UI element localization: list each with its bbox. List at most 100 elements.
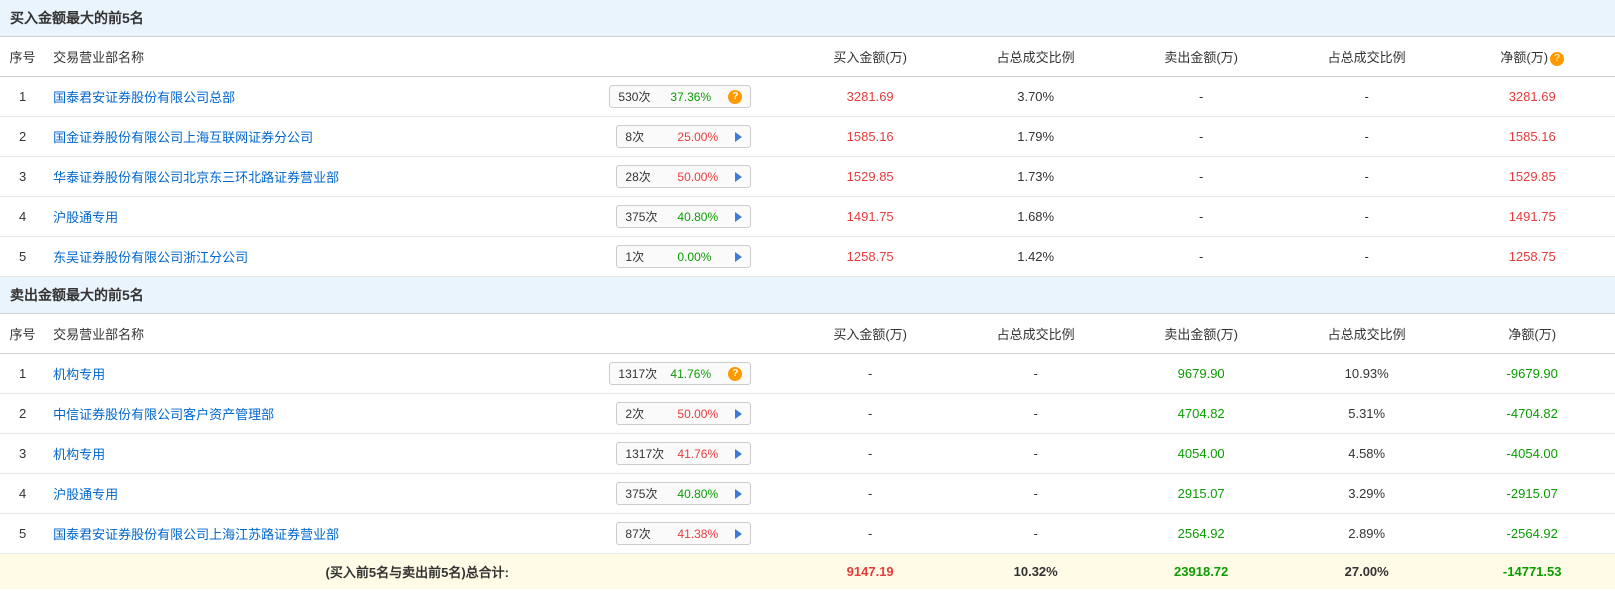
cell-buy: 1258.75 [787,237,953,277]
cell-net: 1491.75 [1449,197,1615,237]
stat-pct: 40.80% [677,210,725,224]
broker-link[interactable]: 国泰君安证券股份有限公司总部 [53,87,235,106]
play-arrow-icon [735,172,742,182]
cell-buy-ratio: - [953,434,1119,474]
total-sell: 23918.72 [1118,554,1284,590]
cell-net: 1585.16 [1449,117,1615,157]
stat-tag[interactable]: 1317次41.76% [616,442,751,465]
cell-buy: - [787,474,953,514]
play-arrow-icon [735,212,742,222]
buy-table: 序号 交易营业部名称 买入金额(万) 占总成交比例 卖出金额(万) 占总成交比例… [0,37,1615,277]
cell-name: 国金证券股份有限公司上海互联网证券分公司 8次25.00% [45,117,787,157]
broker-link[interactable]: 东吴证券股份有限公司浙江分公司 [53,247,248,266]
cell-sell-ratio: - [1284,117,1450,157]
cell-name: 沪股通专用 375次 40.80% [45,197,787,237]
cell-seq: 2 [0,117,45,157]
help-icon[interactable]: ? [1550,52,1564,66]
sell-table: 序号 交易营业部名称 买入金额(万) 占总成交比例 卖出金额(万) 占总成交比例… [0,314,1615,589]
table-row: 1国泰君安证券股份有限公司总部530次37.36%?3281.693.70%--… [0,77,1615,117]
cell-buy-ratio: - [953,474,1119,514]
sell-section-title: 卖出金额最大的前5名 [0,277,1615,314]
total-sell-ratio: 27.00% [1284,554,1450,590]
broker-link[interactable]: 机构专用 [53,364,105,383]
cell-sell-ratio: - [1284,157,1450,197]
stat-tag[interactable]: 8次25.00% [616,125,751,148]
play-arrow-icon [735,132,742,142]
total-buy: 9147.19 [787,554,953,590]
stat-tag[interactable]: 1次 0.00% [616,245,751,268]
cell-sell-ratio: - [1284,197,1450,237]
stat-count: 375次 [625,485,667,502]
stat-pct: 41.76% [677,447,725,461]
broker-link[interactable]: 沪股通专用 [53,484,118,503]
cell-net: 1258.75 [1449,237,1615,277]
broker-link[interactable]: 华泰证券股份有限公司北京东三环北路证券营业部 [53,167,339,186]
cell-buy-ratio: 1.68% [953,197,1119,237]
cell-buy: - [787,514,953,554]
cell-buy: 1529.85 [787,157,953,197]
col-seq-header: 序号 [0,314,45,354]
stat-count: 1次 [625,248,667,265]
play-arrow-icon [735,409,742,419]
buy-section-title: 买入金额最大的前5名 [0,0,1615,37]
play-arrow-icon [735,449,742,459]
col-net-label: 净额(万) [1500,50,1548,65]
stat-pct: 50.00% [677,170,725,184]
total-net: -14771.53 [1449,554,1615,590]
hot-icon: ? [728,367,742,381]
broker-link[interactable]: 国泰君安证券股份有限公司上海江苏路证券营业部 [53,524,339,543]
stat-tag[interactable]: 28次50.00% [616,165,751,188]
col-name-header: 交易营业部名称 [45,37,787,77]
stat-pct: 50.00% [677,407,725,421]
cell-seq: 4 [0,474,45,514]
stat-pct: 41.76% [670,367,718,381]
stat-tag[interactable]: 530次37.36%? [609,85,751,108]
col-sell-ratio-header: 占总成交比例 [1284,314,1450,354]
buy-table-header-row: 序号 交易营业部名称 买入金额(万) 占总成交比例 卖出金额(万) 占总成交比例… [0,37,1615,77]
col-net-header: 净额(万)? [1449,37,1615,77]
cell-buy: - [787,354,953,394]
cell-buy: - [787,434,953,474]
stat-tag[interactable]: 1317次41.76%? [609,362,751,385]
stat-tag[interactable]: 87次41.38% [616,522,751,545]
cell-name: 国泰君安证券股份有限公司上海江苏路证券营业部 87次41.38% [45,514,787,554]
cell-buy-ratio: 1.73% [953,157,1119,197]
cell-sell: - [1118,117,1284,157]
cell-net: -4704.82 [1449,394,1615,434]
cell-buy: 3281.69 [787,77,953,117]
cell-net: -2564.92 [1449,514,1615,554]
cell-seq: 3 [0,157,45,197]
stat-count: 375次 [625,208,667,225]
cell-seq: 5 [0,514,45,554]
sell-table-header-row: 序号 交易营业部名称 买入金额(万) 占总成交比例 卖出金额(万) 占总成交比例… [0,314,1615,354]
table-row: 3机构专用1317次41.76%--4054.004.58%-4054.00 [0,434,1615,474]
stat-pct: 41.38% [677,527,725,541]
cell-net: -9679.90 [1449,354,1615,394]
cell-sell: 2915.07 [1118,474,1284,514]
broker-link[interactable]: 中信证券股份有限公司客户资产管理部 [53,404,274,423]
col-buy-header: 买入金额(万) [787,314,953,354]
cell-buy: 1491.75 [787,197,953,237]
stat-tag[interactable]: 375次 40.80% [616,205,751,228]
stat-tag[interactable]: 2次50.00% [616,402,751,425]
stat-tag[interactable]: 375次 40.80% [616,482,751,505]
stat-pct: 0.00% [677,250,725,264]
cell-sell: 2564.92 [1118,514,1284,554]
cell-sell-ratio: - [1284,77,1450,117]
cell-sell: - [1118,237,1284,277]
cell-sell: 4704.82 [1118,394,1284,434]
stat-pct: 40.80% [677,487,725,501]
cell-seq: 5 [0,237,45,277]
cell-buy: 1585.16 [787,117,953,157]
total-blank [0,554,45,590]
broker-link[interactable]: 沪股通专用 [53,207,118,226]
col-sell-ratio-header: 占总成交比例 [1284,37,1450,77]
table-row: 4沪股通专用375次40.80%1491.751.68%--1491.75 [0,197,1615,237]
broker-link[interactable]: 机构专用 [53,444,105,463]
total-row: (买入前5名与卖出前5名)总合计: 9147.19 10.32% 23918.7… [0,554,1615,590]
col-buy-header: 买入金额(万) [787,37,953,77]
cell-sell: - [1118,157,1284,197]
broker-link[interactable]: 国金证券股份有限公司上海互联网证券分公司 [53,127,313,146]
cell-name: 中信证券股份有限公司客户资产管理部 2次50.00% [45,394,787,434]
col-sell-header: 卖出金额(万) [1118,314,1284,354]
